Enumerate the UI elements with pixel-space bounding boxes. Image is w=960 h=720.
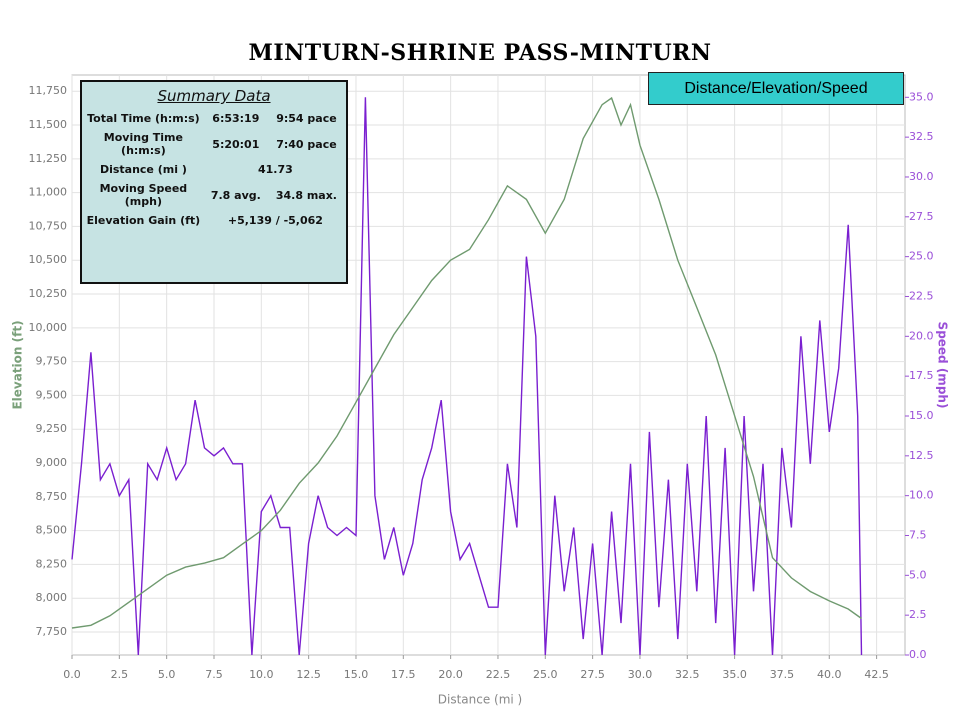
x-tick-label: 30.0 [628, 668, 653, 681]
x-tick-label: 0.0 [63, 668, 81, 681]
x-tick-label: 22.5 [486, 668, 511, 681]
x-tick-label: 42.5 [864, 668, 889, 681]
summary-cell: Total Time (h:m:s) [87, 112, 200, 125]
x-tick-label: 40.0 [817, 668, 842, 681]
summary-table: Total Time (h:m:s) 6:53:19 9:54 pace Moving… [82, 109, 346, 230]
summary-box: Summary Data Total Time (h:m:s) 6:53:19 9:… [80, 80, 348, 284]
x-tick-label: 32.5 [675, 668, 700, 681]
y-tick-label: 10,500 [29, 253, 68, 266]
y2-tick-label: 17.5 [909, 369, 934, 382]
x-tick-label: 25.0 [533, 668, 558, 681]
chart-title: MINTURN-SHRINE PASS-MINTURN [248, 40, 711, 66]
summary-row: Elevation Gain (ft) +5,139 / -5,062 [82, 211, 346, 230]
x-tick-label: 17.5 [391, 668, 416, 681]
y-tick-label: 9,750 [36, 355, 68, 368]
y-tick-label: 8,250 [36, 557, 68, 570]
y2-tick-label: 10.0 [909, 489, 934, 502]
y2-tick-label: 20.0 [909, 329, 934, 342]
summary-cell: +5,139 / -5,062 [227, 214, 323, 227]
x-tick-label: 12.5 [296, 668, 321, 681]
summary-cell: 7:40 pace [276, 137, 337, 151]
y-tick-label: 11,000 [29, 186, 68, 199]
x-tick-label: 7.5 [205, 668, 223, 681]
grid [71, 74, 906, 656]
y-tick-label: 9,000 [36, 456, 68, 469]
summary-row: Distance (mi ) 41.73 [82, 160, 346, 179]
y2-tick-label: 35.0 [909, 90, 934, 103]
y2-tick-label: 32.5 [909, 130, 934, 143]
summary-title: Summary Data [157, 87, 271, 105]
summary-cell: 5:20:01 [212, 137, 260, 151]
y-axis-label: Elevation (ft) [11, 320, 25, 409]
legend-label: Distance/Elevation/Speed [648, 72, 904, 105]
summary-cell: Elevation Gain (ft) [86, 214, 201, 227]
data-line [71, 97, 863, 656]
y-tick-label: 10,250 [29, 287, 68, 300]
summary-cell: Moving Time (h:m:s) [103, 131, 183, 157]
y2-tick-label: 0.0 [909, 648, 927, 661]
x-tick-label: 20.0 [438, 668, 463, 681]
y-tick-label: 9,250 [36, 422, 68, 435]
summary-row: Total Time (h:m:s) 6:53:19 9:54 pace [82, 109, 346, 128]
summary-cell: 41.73 [258, 163, 293, 176]
x-tick-label: 2.5 [111, 668, 129, 681]
x-tick-label: 15.0 [344, 668, 369, 681]
y2-tick-label: 30.0 [909, 170, 934, 183]
summary-cell: Moving Speed (mph) [99, 182, 188, 208]
y-tick-label: 8,500 [36, 524, 68, 537]
y2-tick-label: 2.5 [909, 608, 927, 621]
y-tick-label: 7,750 [36, 625, 68, 638]
y-tick-label: 8,750 [36, 490, 68, 503]
y2-tick-label: 7.5 [909, 528, 927, 541]
y2-tick-label: 22.5 [909, 289, 934, 302]
summary-cell: 34.8 max. [275, 188, 337, 202]
summary-cell: 9:54 pace [276, 112, 337, 125]
x-tick-label: 35.0 [722, 668, 747, 681]
y2-tick-label: 25.0 [909, 250, 934, 263]
x-axis-label: Distance (mi ) [438, 693, 523, 707]
y2-tick-label: 15.0 [909, 409, 934, 422]
y2-tick-label: 12.5 [909, 449, 934, 462]
summary-row: Moving Time (h:m:s) 5:20:01 7:40 pace [82, 128, 346, 160]
summary-cell: 7.8 avg. [210, 188, 261, 202]
y-tick-label: 8,000 [36, 591, 68, 604]
y2-tick-label: 5.0 [909, 568, 927, 581]
y2-axis-label: Speed (mph) [936, 322, 950, 409]
x-tick-label: 37.5 [770, 668, 795, 681]
y-tick-label: 10,000 [29, 321, 68, 334]
y-tick-label: 11,750 [29, 84, 68, 97]
summary-row: Moving Speed (mph) 7.8 avg. 34.8 max. [82, 179, 346, 211]
x-tick-label: 27.5 [580, 668, 605, 681]
y-tick-label: 11,500 [29, 118, 68, 131]
y-tick-label: 11,250 [29, 152, 68, 165]
x-tick-label: 5.0 [158, 668, 176, 681]
summary-cell: 6:53:19 [212, 112, 260, 125]
y-tick-label: 10,750 [29, 219, 68, 232]
y-tick-label: 9,500 [36, 388, 68, 401]
y2-tick-label: 27.5 [909, 210, 934, 223]
data-line [71, 96, 862, 629]
summary-cell: Distance (mi ) [99, 163, 187, 176]
x-tick-label: 10.0 [249, 668, 274, 681]
